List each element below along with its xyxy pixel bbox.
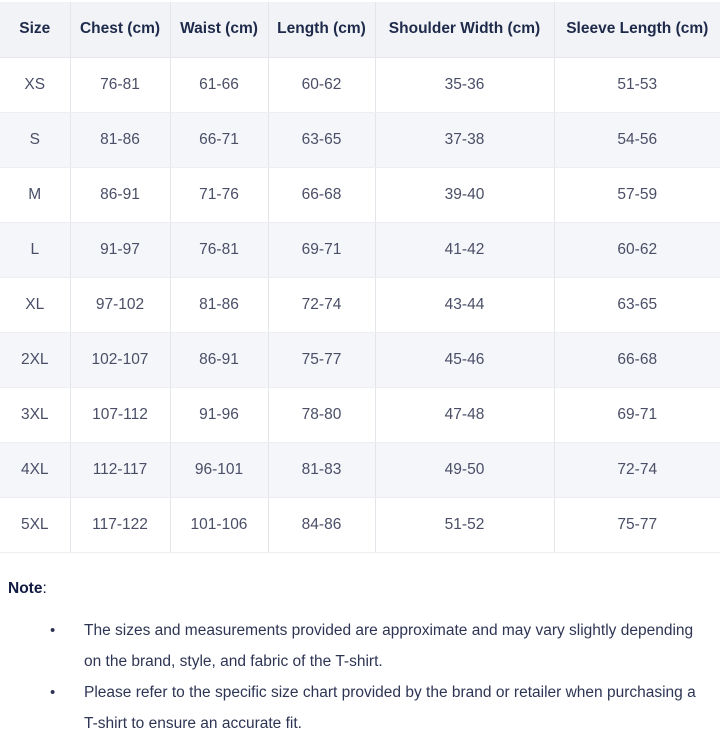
cell-sleeve-length: 75-77 [554, 497, 720, 553]
size-chart-table: Size Chest (cm) Waist (cm) Length (cm) S… [0, 2, 720, 553]
cell-sleeve-length: 60-62 [554, 222, 720, 278]
cell-chest: 107-112 [70, 387, 171, 443]
cell-shoulder-width: 35-36 [375, 57, 555, 113]
table-row: XL 97-102 81-86 72-74 43-44 63-65 [0, 277, 720, 333]
cell-shoulder-width: 49-50 [375, 442, 555, 498]
column-header-length: Length (cm) [268, 2, 376, 58]
table-row: 5XL 117-122 101-106 84-86 51-52 75-77 [0, 497, 720, 553]
column-header-sleeve-length: Sleeve Length (cm) [554, 2, 720, 58]
cell-length: 66-68 [268, 167, 376, 223]
cell-length: 81-83 [268, 442, 376, 498]
table-row: M 86-91 71-76 66-68 39-40 57-59 [0, 167, 720, 223]
note-colon: : [42, 579, 47, 597]
note-list: • The sizes and measurements provided are… [8, 615, 712, 739]
cell-length: 72-74 [268, 277, 376, 333]
cell-size: XL [0, 277, 71, 333]
cell-shoulder-width: 39-40 [375, 167, 555, 223]
cell-shoulder-width: 41-42 [375, 222, 555, 278]
column-header-size: Size [0, 2, 71, 58]
list-item: • Please refer to the specific size chart… [8, 677, 712, 739]
note-text: Please refer to the specific size chart … [84, 683, 696, 732]
cell-sleeve-length: 54-56 [554, 112, 720, 168]
cell-shoulder-width: 47-48 [375, 387, 555, 443]
cell-chest: 112-117 [70, 442, 171, 498]
cell-sleeve-length: 63-65 [554, 277, 720, 333]
cell-chest: 117-122 [70, 497, 171, 553]
cell-size: M [0, 167, 71, 223]
cell-waist: 96-101 [170, 442, 269, 498]
cell-chest: 81-86 [70, 112, 171, 168]
notes-section: Note: • The sizes and measurements provid… [8, 579, 712, 739]
cell-shoulder-width: 45-46 [375, 332, 555, 388]
cell-chest: 97-102 [70, 277, 171, 333]
table-row: XS 76-81 61-66 60-62 35-36 51-53 [0, 57, 720, 113]
cell-waist: 61-66 [170, 57, 269, 113]
cell-shoulder-width: 43-44 [375, 277, 555, 333]
cell-waist: 91-96 [170, 387, 269, 443]
cell-length: 78-80 [268, 387, 376, 443]
cell-size: 4XL [0, 442, 71, 498]
cell-length: 60-62 [268, 57, 376, 113]
table-row: S 81-86 66-71 63-65 37-38 54-56 [0, 112, 720, 168]
cell-size: S [0, 112, 71, 168]
cell-waist: 101-106 [170, 497, 269, 553]
list-item: • The sizes and measurements provided are… [8, 615, 712, 677]
column-header-waist: Waist (cm) [170, 2, 269, 58]
cell-sleeve-length: 66-68 [554, 332, 720, 388]
note-heading: Note: [8, 579, 712, 599]
cell-size: XS [0, 57, 71, 113]
table-row: 4XL 112-117 96-101 81-83 49-50 72-74 [0, 442, 720, 498]
cell-shoulder-width: 37-38 [375, 112, 555, 168]
cell-waist: 81-86 [170, 277, 269, 333]
cell-waist: 71-76 [170, 167, 269, 223]
bullet-icon: • [50, 683, 56, 701]
note-label: Note [8, 579, 43, 597]
table-row: 3XL 107-112 91-96 78-80 47-48 69-71 [0, 387, 720, 443]
cell-waist: 66-71 [170, 112, 269, 168]
table-row: L 91-97 76-81 69-71 41-42 60-62 [0, 222, 720, 278]
cell-size: 2XL [0, 332, 71, 388]
cell-length: 69-71 [268, 222, 376, 278]
column-header-chest: Chest (cm) [70, 2, 171, 58]
bullet-icon: • [50, 621, 56, 639]
cell-chest: 76-81 [70, 57, 171, 113]
column-header-shoulder-width: Shoulder Width (cm) [375, 2, 555, 58]
note-text: The sizes and measurements provided are … [84, 621, 694, 670]
cell-size: 5XL [0, 497, 71, 553]
cell-size: L [0, 222, 71, 278]
cell-length: 75-77 [268, 332, 376, 388]
cell-sleeve-length: 69-71 [554, 387, 720, 443]
cell-sleeve-length: 51-53 [554, 57, 720, 113]
cell-shoulder-width: 51-52 [375, 497, 555, 553]
cell-waist: 86-91 [170, 332, 269, 388]
cell-sleeve-length: 57-59 [554, 167, 720, 223]
cell-chest: 102-107 [70, 332, 171, 388]
cell-length: 84-86 [268, 497, 376, 553]
table-header-row: Size Chest (cm) Waist (cm) Length (cm) S… [0, 2, 720, 58]
cell-waist: 76-81 [170, 222, 269, 278]
cell-size: 3XL [0, 387, 71, 443]
table-row: 2XL 102-107 86-91 75-77 45-46 66-68 [0, 332, 720, 388]
cell-chest: 86-91 [70, 167, 171, 223]
cell-chest: 91-97 [70, 222, 171, 278]
cell-length: 63-65 [268, 112, 376, 168]
cell-sleeve-length: 72-74 [554, 442, 720, 498]
